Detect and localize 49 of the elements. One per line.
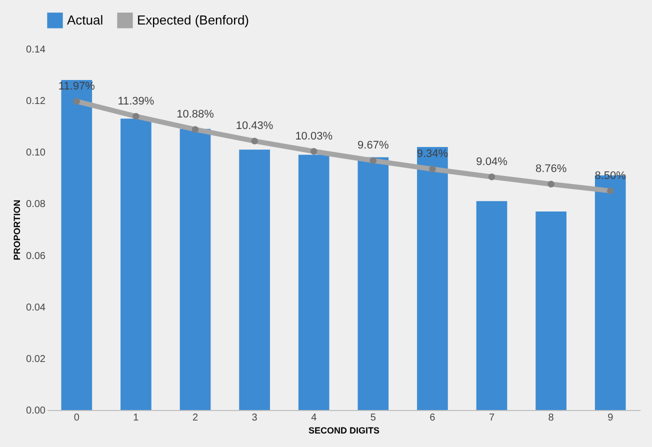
y-tick-label: 0.14 [26,44,46,56]
data-label: 11.39% [118,95,154,108]
point [548,180,554,188]
x-tick-label: 9 [608,412,614,424]
y-tick-label: 0.02 [26,354,46,365]
bar [180,128,211,410]
x-tick-label: 8 [548,412,554,424]
point [310,148,318,155]
x-tick-label: 6 [430,412,436,424]
point [606,187,614,194]
data-label: 9.67% [358,140,389,152]
x-tick-label: 7 [488,412,495,424]
y-tick-label: 0.10 [26,148,46,159]
legend-label: Actual [67,12,104,28]
x-tick-label: 5 [370,412,376,424]
data-label: 9.04% [476,156,508,168]
x-tick-label: 3 [252,412,258,424]
y-tick-label: 0.04 [26,302,46,314]
point [132,112,140,120]
y-tick-label: 0.08 [26,199,46,210]
bar [476,201,508,410]
x-tick-label: 0 [74,412,80,424]
y-tick-label: 0.00 [26,406,46,416]
point [370,157,377,164]
point [429,166,436,173]
bar [120,118,152,410]
bar [61,80,92,410]
bar [298,154,330,410]
y-tick-label: 0.12 [26,96,46,108]
point [488,174,496,180]
point [251,138,258,144]
data-label: 8.76% [535,163,567,176]
legend-label: Expected (Benford) [137,12,250,28]
point [192,126,199,133]
bar [239,150,270,410]
bar [358,157,389,410]
data-label: 10.43% [236,120,274,132]
data-label: 10.03% [295,130,333,142]
x-tick-label: 2 [192,412,198,424]
x-axis-title: SECOND DIGITS [308,426,380,436]
point [73,98,80,105]
x-tick-label: 1 [133,412,140,424]
y-axis-title: PROPORTION [12,200,22,260]
x-tick-label: 4 [311,412,318,424]
bar [536,211,566,410]
bar [417,146,448,410]
data-label: 10.88% [176,108,214,120]
y-tick-label: 0.06 [26,250,46,262]
data-label: 9.34% [416,148,448,160]
